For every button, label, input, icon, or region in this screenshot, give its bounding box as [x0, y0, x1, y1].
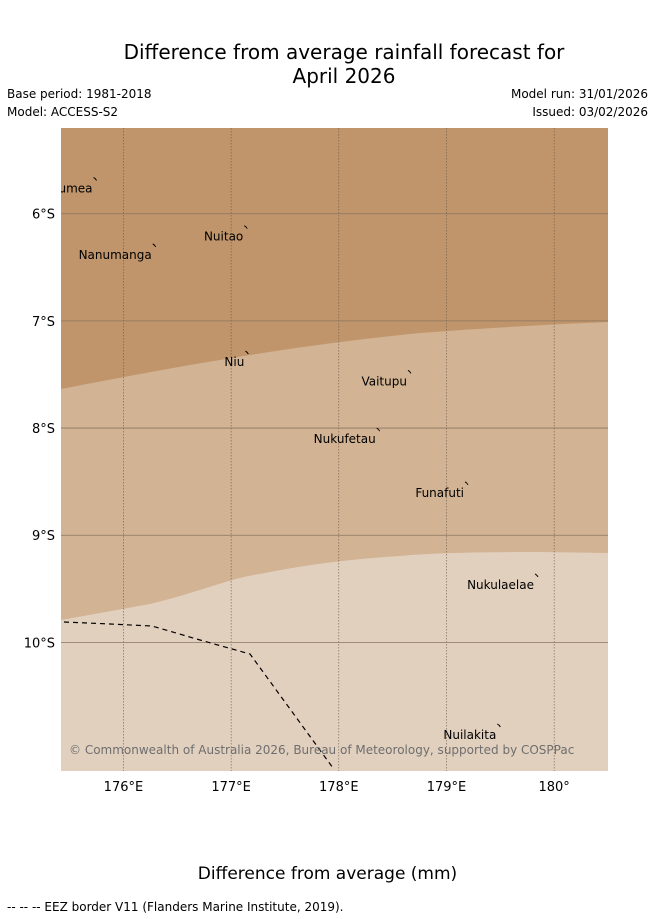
lat-labels: 6°S 7°S 8°S 9°S 10°S — [24, 208, 55, 652]
lon-label: 176°E — [104, 780, 144, 795]
island-label: Funafuti — [415, 486, 464, 500]
island-label: Nanumanga — [79, 248, 152, 262]
meta-left: Base period: 1981-2018 Model: ACCESS-S2 — [7, 87, 152, 123]
lon-labels: 176°E 177°E 178°E 179°E 180° — [104, 780, 570, 795]
lat-label: 10°S — [24, 636, 55, 651]
map[interactable]: Nanumea Nuitao Nanumanga Niu Vaitupu Nukufeta… — [0, 0, 655, 800]
lat-label: 8°S — [32, 422, 55, 437]
lon-label: 179°E — [427, 780, 467, 795]
lat-label: 6°S — [32, 208, 55, 223]
title-line-2: April 2026 — [292, 64, 396, 88]
footer-legend: -- -- -- EEZ border V11 (Flanders Marine… — [7, 900, 344, 914]
island-label: Nukufetau — [314, 432, 376, 446]
lat-label: 9°S — [32, 529, 55, 544]
lon-label: 177°E — [211, 780, 251, 795]
island-label: Vaitupu — [361, 374, 407, 388]
island-label: Nuitao — [204, 230, 243, 244]
model-run: Model run: 31/01/2026 — [510, 87, 648, 101]
colorbar-label: Difference from average (mm) — [197, 864, 458, 884]
island-label: Nukulaelae — [467, 578, 534, 592]
island-outline — [464, 481, 469, 486]
eez-border — [63, 621, 334, 769]
gridlines — [61, 128, 608, 771]
islands: Nanumea Nuitao Nanumanga Niu Vaitupu Nukufeta… — [35, 176, 539, 742]
issued-date: Issued: 03/02/2026 — [532, 105, 648, 119]
island-outline — [497, 723, 501, 728]
island-outline — [244, 225, 248, 229]
island-outline — [534, 573, 539, 578]
island-outline — [93, 176, 97, 181]
page-title: Difference from average rainfall forecas… — [0, 40, 655, 88]
lon-label: 178°E — [319, 780, 359, 795]
island-outline — [245, 350, 249, 355]
island-label: Niu — [224, 355, 244, 369]
island-label: Nanumea — [35, 181, 93, 195]
meta-right: Model run: 31/01/2026 Issued: 03/02/2026 — [511, 87, 648, 123]
island-outline — [152, 243, 157, 248]
copyright-text: © Commonwealth of Australia 2026, Bureau… — [69, 743, 574, 757]
island-outline — [376, 427, 381, 432]
island-outline — [407, 369, 412, 374]
title-line-1: Difference from average rainfall forecas… — [123, 40, 565, 64]
lat-label: 7°S — [32, 315, 55, 330]
lon-label: 180° — [538, 780, 569, 795]
island-label: Nuilakita — [443, 728, 496, 742]
base-period: Base period: 1981-2018 — [7, 87, 152, 101]
region-dry-25-10 — [61, 552, 608, 771]
model-name: Model: ACCESS-S2 — [7, 105, 119, 119]
